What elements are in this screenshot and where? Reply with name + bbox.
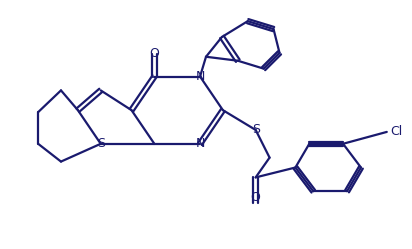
Text: O: O (251, 191, 261, 204)
Text: N: N (195, 70, 205, 83)
Text: S: S (252, 124, 260, 136)
Text: O: O (150, 47, 159, 60)
Text: S: S (97, 137, 105, 150)
Text: N: N (195, 137, 205, 150)
Text: Cl: Cl (391, 125, 403, 138)
